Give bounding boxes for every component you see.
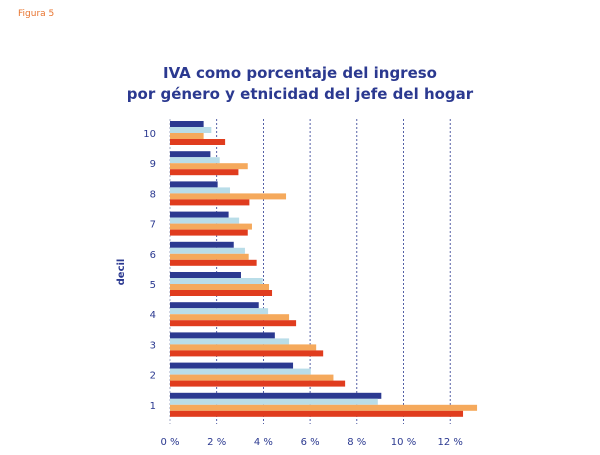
y-tick-label: 7 [150, 220, 156, 231]
bar-decil-9-series-4 [170, 169, 239, 176]
bar-decil-9-series-1 [170, 151, 211, 158]
x-tick-label: 8 % [347, 437, 366, 448]
bar-decil-10-series-3 [170, 133, 204, 139]
bar-decil-1-series-1 [170, 392, 382, 399]
bar-decil-8-series-1 [170, 181, 218, 188]
bar-decil-9-series-2 [170, 157, 220, 164]
figure-label: Figura 5 [18, 9, 55, 19]
x-tick-label: 4 % [254, 437, 273, 448]
x-tick-label: 10 % [391, 437, 416, 448]
bar-decil-8-series-3 [170, 193, 287, 200]
bar-decil-5-series-1 [170, 272, 241, 278]
bar-decil-7-series-1 [170, 211, 229, 218]
bar-decil-10-series-2 [170, 127, 212, 133]
bar-decil-10-series-1 [170, 121, 204, 127]
bar-decil-6-series-4 [170, 259, 257, 266]
bar-decil-9-series-3 [170, 163, 248, 170]
bar-decil-3-series-2 [170, 338, 290, 345]
bar-decil-1-series-3 [170, 404, 478, 411]
bar-decil-6-series-1 [170, 241, 234, 248]
y-axis-label: decil [116, 259, 127, 286]
bar-decil-7-series-3 [170, 223, 252, 230]
bar-decil-10-series-4 [170, 139, 226, 145]
chart-title-line-2: por género y etnicidad del jefe del hoga… [126, 85, 474, 103]
bar-decil-2-series-4 [170, 380, 346, 387]
bar-decil-2-series-3 [170, 374, 334, 381]
x-tick-label: 0 % [160, 437, 179, 448]
y-tick-label: 2 [150, 371, 156, 382]
y-tick-label: 3 [150, 340, 156, 351]
bar-decil-8-series-2 [170, 187, 231, 194]
x-tick-label: 2 % [207, 437, 226, 448]
bar-decil-6-series-3 [170, 253, 249, 260]
y-tick-label: 5 [150, 280, 156, 291]
chart-title-line-1: IVA como porcentaje del ingreso [162, 64, 437, 82]
bar-decil-5-series-4 [170, 290, 273, 296]
bar-decil-2-series-2 [170, 368, 311, 375]
bar-decil-3-series-3 [170, 344, 317, 351]
bar-decil-1-series-2 [170, 398, 378, 405]
bar-decil-4-series-3 [170, 314, 290, 321]
y-tick-label: 4 [150, 310, 156, 321]
bar-decil-1-series-4 [170, 410, 464, 417]
y-tick-label: 6 [150, 250, 156, 261]
bar-decil-7-series-4 [170, 229, 248, 236]
bar-decil-8-series-4 [170, 199, 250, 206]
x-tick-label: 12 % [437, 437, 462, 448]
bar-decil-7-series-2 [170, 217, 240, 224]
bar-decil-3-series-1 [170, 332, 275, 339]
y-tick-label: 10 [143, 129, 156, 140]
bar-decil-5-series-3 [170, 284, 270, 290]
y-tick-label: 8 [150, 189, 156, 200]
bar-decil-6-series-2 [170, 247, 245, 254]
bar-decil-4-series-4 [170, 320, 297, 327]
x-tick-label: 6 % [301, 437, 320, 448]
bar-decil-5-series-2 [170, 278, 263, 284]
y-tick-label: 1 [150, 401, 156, 412]
bar-decil-2-series-1 [170, 362, 294, 369]
bar-decil-4-series-2 [170, 308, 269, 315]
y-tick-label: 9 [150, 159, 156, 170]
bar-decil-4-series-1 [170, 302, 259, 309]
bar-decil-3-series-4 [170, 350, 324, 357]
